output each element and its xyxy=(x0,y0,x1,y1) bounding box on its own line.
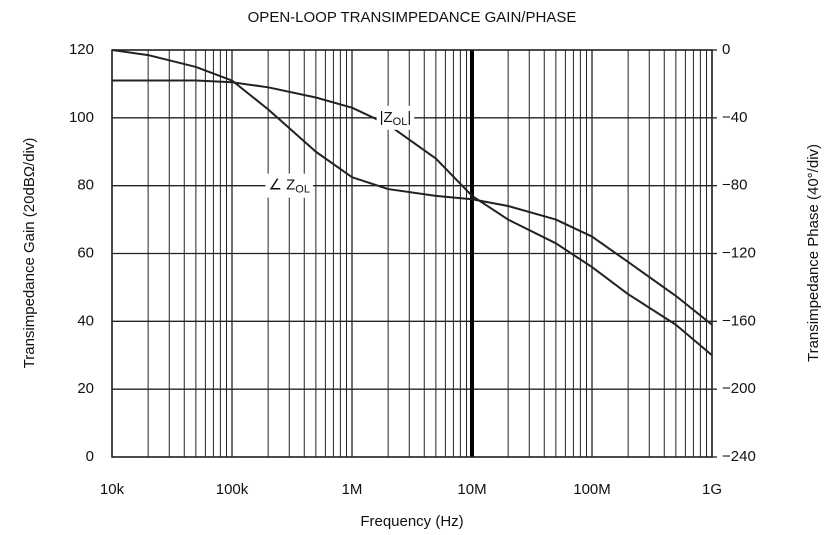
annotation-bg xyxy=(376,105,415,130)
y2-tick-label: −200 xyxy=(722,380,756,397)
x-tick-label: 100k xyxy=(216,481,249,498)
x-axis-label: Frequency (Hz) xyxy=(360,513,463,530)
y2-tick-label: −240 xyxy=(722,448,756,465)
annotation-subscript: OL xyxy=(295,184,310,196)
y2-tick-label: −120 xyxy=(722,244,756,261)
annotation-text: ∠ Z xyxy=(269,177,296,194)
series-line xyxy=(111,49,713,326)
annotation: ∠ ZOL xyxy=(269,177,310,196)
annotation: |ZOL| xyxy=(380,109,412,128)
x-tick-label: 100M xyxy=(573,481,611,498)
x-tick-label: 1M xyxy=(342,481,363,498)
y2-tick-label: −160 xyxy=(722,312,756,329)
x-tick-label: 10k xyxy=(100,481,125,498)
y-tick-label: 120 xyxy=(69,41,94,58)
annotation-suffix: | xyxy=(407,109,411,126)
y2-tick-label: −80 xyxy=(722,177,747,194)
annotation-subscript: OL xyxy=(393,116,408,128)
x-tick-label: 1G xyxy=(702,481,722,498)
plot-frame xyxy=(111,49,713,458)
y-tick-label: 80 xyxy=(77,177,94,194)
annotation-text: |Z xyxy=(380,109,393,126)
x-tick-label: 10M xyxy=(457,481,486,498)
y2-tick-label: 0 xyxy=(722,41,730,58)
series-line xyxy=(112,79,713,357)
y-tick-label: 40 xyxy=(77,312,94,329)
y-tick-label: 20 xyxy=(77,380,94,397)
annotation-bg xyxy=(265,173,313,198)
y2-tick-label: −40 xyxy=(722,109,747,126)
chart-title: OPEN-LOOP TRANSIMPEDANCE GAIN/PHASE xyxy=(248,9,577,26)
y-tick-label: 0 xyxy=(86,448,94,465)
y-tick-label: 60 xyxy=(77,244,94,261)
y-axis-label: Transimpedance Gain (20dBΩ/div) xyxy=(21,138,38,369)
y2-axis-label: Transimpedance Phase (40°/div) xyxy=(805,144,822,362)
y-tick-label: 100 xyxy=(69,109,94,126)
